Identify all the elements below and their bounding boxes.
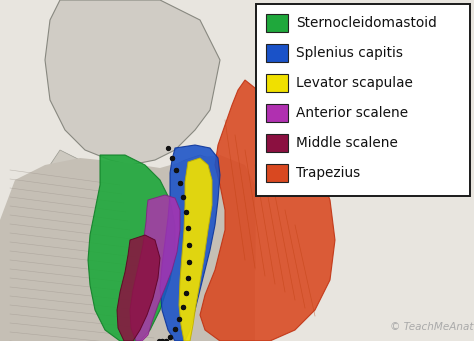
Text: Trapezius: Trapezius (296, 166, 360, 180)
Polygon shape (0, 155, 255, 341)
Polygon shape (117, 235, 160, 341)
Bar (266, 74, 288, 92)
Polygon shape (160, 145, 220, 341)
Text: Anterior scalene: Anterior scalene (296, 106, 408, 120)
Bar (266, 134, 288, 152)
Polygon shape (200, 80, 335, 341)
Polygon shape (179, 158, 212, 341)
Bar (266, 14, 288, 32)
Bar (266, 164, 288, 182)
Text: Middle scalene: Middle scalene (296, 136, 398, 150)
Polygon shape (10, 150, 255, 341)
Bar (256, 4, 470, 196)
Polygon shape (88, 155, 175, 341)
Text: Sternocleidomastoid: Sternocleidomastoid (296, 16, 437, 30)
Polygon shape (45, 0, 220, 165)
Text: Levator scapulae: Levator scapulae (296, 76, 413, 90)
Text: Splenius capitis: Splenius capitis (296, 46, 403, 60)
Bar (266, 44, 288, 62)
Bar (266, 104, 288, 122)
Polygon shape (130, 195, 180, 341)
Text: © Teach​Me​Anatomy: © Teach​Me​Anatomy (390, 322, 474, 332)
